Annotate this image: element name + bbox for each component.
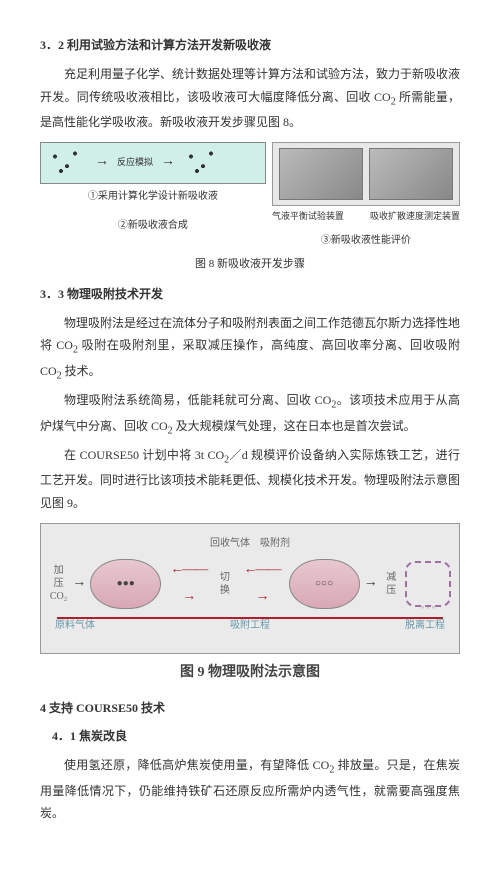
arrow-icon: →	[161, 149, 175, 176]
arrow-icon: →	[72, 570, 86, 597]
sec-3-3-p3: 在 COURSE50 计划中将 3t CO2／d 规模评价设备纳入实际炼铁工艺，…	[40, 444, 460, 515]
vessel-icon: ●●●	[90, 559, 161, 609]
figure-9-title: 图 9 物理吸附法示意图	[40, 660, 460, 687]
label: 加压	[49, 564, 68, 590]
sec-4-1-para: 使用氢还原，降低高炉焦炭使用量，有望降低 CO2 排放量。只是，在焦炭用量降低情…	[40, 754, 460, 825]
figure-8: → 反应模拟 → ①采用计算化学设计新吸收液 ②新吸收液合成 气液平衡试验装置 …	[40, 142, 460, 250]
text: 使用氢还原，降低高炉焦炭使用量，有望降低 CO	[64, 758, 329, 772]
sec-3-3-p2: 物理吸附法系统简易，低能耗就可分离、回收 CO2。该项技术应用于从高炉煤气中分离…	[40, 389, 460, 440]
molecule-diagram: → 反应模拟 →	[40, 142, 266, 184]
fig8-right-b: 吸收扩散速度测定装置	[370, 208, 460, 225]
arrow-icon: →	[364, 570, 378, 597]
sec-3-3-title: 3．3 物理吸附技术开发	[40, 283, 460, 306]
text: 在 COURSE50 计划中将 3t CO	[64, 448, 224, 462]
fig9-adsorbent: 吸附剂	[260, 538, 290, 549]
fig9-right-label: 减压	[382, 571, 401, 597]
fig9-switch: 切换	[215, 571, 234, 597]
double-arrow-icon: ←——→	[165, 557, 211, 610]
sec-3-2-title: 3．2 利用试验方法和计算方法开发新吸收液	[40, 34, 460, 57]
text: 吸附在吸附剂里，采取减压操作，高纯度、高回收率分离、回收吸附 CO	[40, 338, 460, 377]
sec-3-3-p1: 物理吸附法是经过在流体分子和吸附剂表面之间工作范德瓦尔斯力选择性地将 CO2 吸…	[40, 312, 460, 386]
apparatus-photos	[272, 142, 460, 206]
molecule-icon	[183, 147, 223, 179]
fig9-top-label: 回收气体	[210, 538, 250, 549]
photo-placeholder	[279, 148, 363, 200]
fig8-step3: ③新吸收液性能评价	[272, 231, 460, 250]
label: CO₂	[49, 590, 68, 603]
photo-placeholder	[369, 148, 453, 200]
fig8-step2: ②新吸收液合成	[40, 216, 266, 235]
figure-9: 回收气体 吸附剂 加压 CO₂ → ●●● ←——→ 切换 ←——→ ○○○ →…	[40, 523, 460, 654]
sec-4-1-title: 4．1 焦炭改良	[40, 725, 460, 748]
text: 及大规模煤气处理，这在日本也是首次尝试。	[173, 419, 416, 433]
sec-3-2-para: 充足利用量子化学、统计数据处理等计算方法和试验方法，致力于新吸收液开发。同传统吸…	[40, 63, 460, 134]
connector-line	[57, 617, 443, 619]
fig8-step1: ①采用计算化学设计新吸收液	[40, 187, 266, 206]
fig9-left-labels: 加压 CO₂	[49, 564, 68, 603]
double-arrow-icon: ←——→	[238, 557, 284, 610]
arrow-icon: →	[95, 149, 109, 176]
text: 物理吸附法系统简易，低能耗就可分离、回收 CO	[64, 393, 331, 407]
vessel-icon: ○○○	[289, 559, 360, 609]
pump-icon	[405, 561, 451, 607]
fig8-right-a: 气液平衡试验装置	[272, 208, 344, 225]
mol-caption: 反应模拟	[117, 154, 153, 171]
sec-4-title: 4 支持 COURSE50 技术	[40, 697, 460, 720]
text: 技术。	[62, 364, 101, 378]
molecule-icon	[47, 147, 87, 179]
figure-8-caption: 图 8 新吸收液开发步骤	[40, 254, 460, 275]
